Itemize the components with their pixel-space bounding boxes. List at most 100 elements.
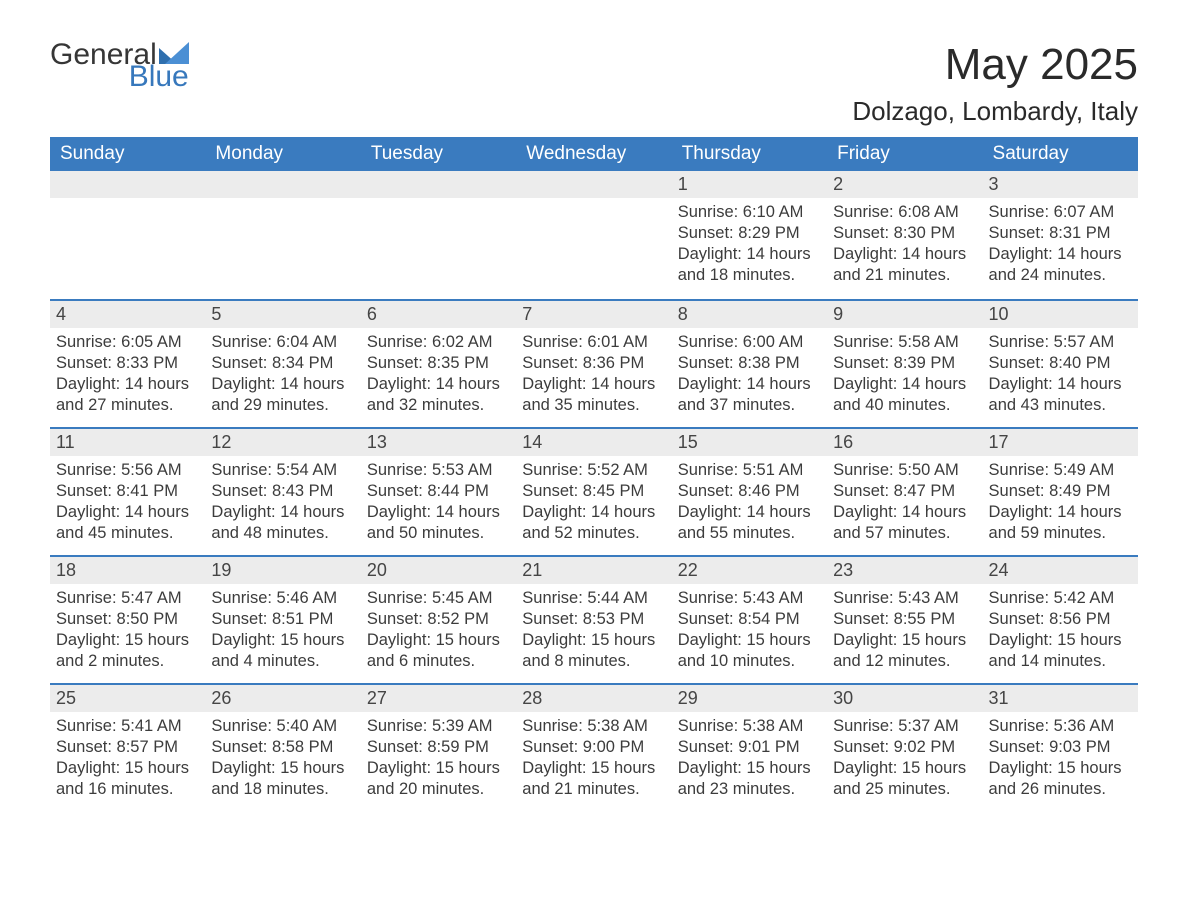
sunset-line: Sunset: 8:47 PM [833,481,976,502]
day-body: Sunrise: 5:58 AMSunset: 8:39 PMDaylight:… [831,332,978,416]
day-cell [50,171,205,299]
day-number: 29 [672,685,827,712]
day-cell: 29 Sunrise: 5:38 AMSunset: 9:01 PMDayligh… [672,685,827,811]
day-number: 30 [827,685,982,712]
sunrise-line: Sunrise: 5:45 AM [367,588,510,609]
day-cell: 24Sunrise: 5:42 AMSunset: 8:56 PMDayligh… [983,557,1138,683]
sunrise-line: Sunrise: 5:44 AM [522,588,665,609]
weekday-header: Tuesday [361,137,516,171]
day-number: 1 [672,171,827,198]
day-body: Sunrise: 5:51 AMSunset: 8:46 PMDaylight:… [676,460,823,544]
day-body: Sunrise: 5:50 AMSunset: 8:47 PMDaylight:… [831,460,978,544]
day-cell: 6Sunrise: 6:02 AMSunset: 8:35 PMDaylight… [361,301,516,427]
week-row: 25Sunrise: 5:41 AMSunset: 8:57 PMDayligh… [50,683,1138,811]
day-cell: 31 Sunrise: 5:36 AMSunset: 9:03 PMDayligh… [983,685,1138,811]
day-number: 15 [672,429,827,456]
day-cell: 4Sunrise: 6:05 AMSunset: 8:33 PMDaylight… [50,301,205,427]
day-body: Sunrise: 5:39 AMSunset: 8:59 PMDaylight:… [365,716,512,800]
daylight-line: Daylight: 14 hours and 27 minutes. [56,374,199,416]
sunrise-line: Sunrise: 5:50 AM [833,460,976,481]
daylight-line: Daylight: 15 hours and 6 minutes. [367,630,510,672]
sunset-line: Sunset: 8:44 PM [367,481,510,502]
day-cell: 17Sunrise: 5:49 AMSunset: 8:49 PMDayligh… [983,429,1138,555]
day-cell: 1 Sunrise: 6:10 AMSunset: 8:29 PMDaylight… [672,171,827,299]
day-body: Sunrise: 5:45 AMSunset: 8:52 PMDaylight:… [365,588,512,672]
daylight-line: Daylight: 15 hours and 20 minutes. [367,758,510,800]
day-body: Sunrise: 6:10 AMSunset: 8:29 PMDaylight:… [676,202,823,286]
sunset-line: Sunset: 8:49 PM [989,481,1132,502]
day-number: 12 [205,429,360,456]
day-body: Sunrise: 6:04 AMSunset: 8:34 PMDaylight:… [209,332,356,416]
weekday-header: Wednesday [516,137,671,171]
daylight-line: Daylight: 15 hours and 26 minutes. [989,758,1132,800]
day-number: 19 [205,557,360,584]
sunset-line: Sunset: 9:01 PM [678,737,821,758]
day-body: Sunrise: 6:02 AMSunset: 8:35 PMDaylight:… [365,332,512,416]
daylight-line: Daylight: 15 hours and 18 minutes. [211,758,354,800]
sunset-line: Sunset: 8:43 PM [211,481,354,502]
sunset-line: Sunset: 8:36 PM [522,353,665,374]
logo-text-wrap: General Blue [50,40,189,92]
location-subtitle: Dolzago, Lombardy, Italy [852,96,1138,127]
day-cell: 25Sunrise: 5:41 AMSunset: 8:57 PMDayligh… [50,685,205,811]
sunset-line: Sunset: 8:51 PM [211,609,354,630]
day-number: 2 [827,171,982,198]
day-number: 4 [50,301,205,328]
sunset-line: Sunset: 8:58 PM [211,737,354,758]
sunset-line: Sunset: 9:03 PM [989,737,1132,758]
day-body: Sunrise: 5:42 AMSunset: 8:56 PMDaylight:… [987,588,1134,672]
daylight-line: Daylight: 15 hours and 25 minutes. [833,758,976,800]
day-number: 10 [983,301,1138,328]
day-cell [516,171,671,299]
sunrise-line: Sunrise: 5:38 AM [522,716,665,737]
sunset-line: Sunset: 8:39 PM [833,353,976,374]
page-header: General Blue May 2025 Dolzago, Lombardy,… [50,40,1138,127]
day-number: 8 [672,301,827,328]
weekday-header: Monday [205,137,360,171]
sunrise-line: Sunrise: 5:36 AM [989,716,1132,737]
day-cell: 13Sunrise: 5:53 AMSunset: 8:44 PMDayligh… [361,429,516,555]
sunrise-line: Sunrise: 6:10 AM [678,202,821,223]
daylight-line: Daylight: 15 hours and 14 minutes. [989,630,1132,672]
sunset-line: Sunset: 8:30 PM [833,223,976,244]
day-number: 31 [983,685,1138,712]
daylight-line: Daylight: 14 hours and 45 minutes. [56,502,199,544]
sunrise-line: Sunrise: 5:39 AM [367,716,510,737]
day-number: 25 [50,685,205,712]
day-cell: 9 Sunrise: 5:58 AMSunset: 8:39 PMDaylight… [827,301,982,427]
day-body: Sunrise: 5:36 AMSunset: 9:03 PMDaylight:… [987,716,1134,800]
day-number: 16 [827,429,982,456]
day-number: 9 [827,301,982,328]
day-cell: 2Sunrise: 6:08 AMSunset: 8:30 PMDaylight… [827,171,982,299]
weekday-header: Sunday [50,137,205,171]
day-number: 26 [205,685,360,712]
logo: General Blue [50,40,189,92]
day-cell: 5 Sunrise: 6:04 AMSunset: 8:34 PMDaylight… [205,301,360,427]
day-number [205,171,360,198]
day-cell: 27Sunrise: 5:39 AMSunset: 8:59 PMDayligh… [361,685,516,811]
weekday-header: Thursday [672,137,827,171]
day-body: Sunrise: 5:57 AMSunset: 8:40 PMDaylight:… [987,332,1134,416]
day-body: Sunrise: 6:07 AMSunset: 8:31 PMDaylight:… [987,202,1134,286]
sunset-line: Sunset: 8:46 PM [678,481,821,502]
day-number: 5 [205,301,360,328]
sunrise-line: Sunrise: 5:38 AM [678,716,821,737]
sunset-line: Sunset: 8:40 PM [989,353,1132,374]
day-cell: 26Sunrise: 5:40 AMSunset: 8:58 PMDayligh… [205,685,360,811]
day-body: Sunrise: 5:38 AMSunset: 9:00 PMDaylight:… [520,716,667,800]
day-cell: 7Sunrise: 6:01 AMSunset: 8:36 PMDaylight… [516,301,671,427]
daylight-line: Daylight: 14 hours and 50 minutes. [367,502,510,544]
daylight-line: Daylight: 14 hours and 21 minutes. [833,244,976,286]
sunset-line: Sunset: 8:59 PM [367,737,510,758]
day-cell: 23Sunrise: 5:43 AMSunset: 8:55 PMDayligh… [827,557,982,683]
day-cell: 16 Sunrise: 5:50 AMSunset: 8:47 PMDayligh… [827,429,982,555]
sunset-line: Sunset: 9:00 PM [522,737,665,758]
sunrise-line: Sunrise: 5:47 AM [56,588,199,609]
day-number [50,171,205,198]
day-body: Sunrise: 6:01 AMSunset: 8:36 PMDaylight:… [520,332,667,416]
day-cell: 15 Sunrise: 5:51 AMSunset: 8:46 PMDayligh… [672,429,827,555]
sunset-line: Sunset: 8:29 PM [678,223,821,244]
sunrise-line: Sunrise: 6:07 AM [989,202,1132,223]
sunrise-line: Sunrise: 6:04 AM [211,332,354,353]
day-body: Sunrise: 5:38 AMSunset: 9:01 PMDaylight:… [676,716,823,800]
